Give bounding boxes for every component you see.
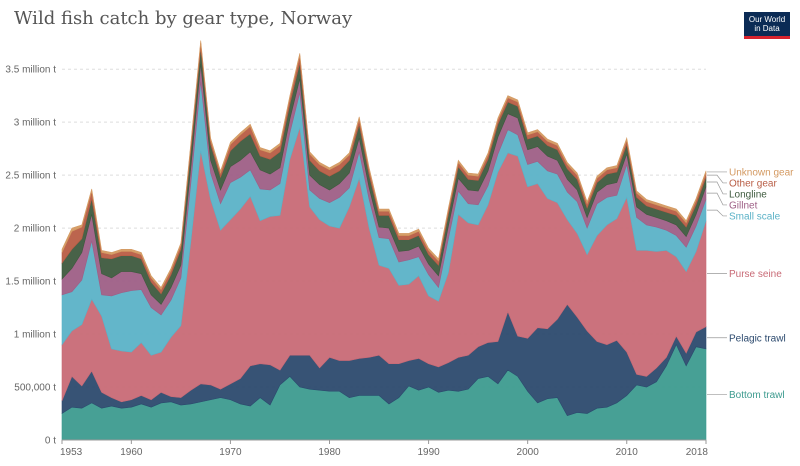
x-tick-label: 1953 [60,447,83,458]
x-tick-label: 1970 [219,447,242,458]
logo-line-1: Our World [748,15,786,24]
x-tick-label: 1960 [120,447,143,458]
label-leader-line [707,181,727,195]
series-label-other-gear: Other gear [729,178,777,189]
y-tick-label: 1 million t [14,330,56,341]
series-label-longline: Longline [729,189,767,200]
series-label-pelagic-trawl: Pelagic trawl [729,333,786,344]
x-tick-label: 2000 [517,447,540,458]
chart-title: Wild fish catch by gear type, Norway [14,8,353,29]
label-leader-line [707,209,727,217]
x-tick-label: 1980 [318,447,341,458]
y-tick-label: 500,000 t [14,383,56,394]
y-tick-label: 3 million t [14,118,56,129]
y-tick-label: 2 million t [14,224,56,235]
x-tick-label: 2018 [686,447,709,458]
area-series [61,40,707,441]
series-label-purse-seine: Purse seine [729,269,782,280]
y-tick-label: 3.5 million t [5,65,56,76]
owid-logo: Our World in Data [744,12,790,39]
axes: 0 t 500,000 t 1 million t 1.5 million t 2 mi… [5,65,708,458]
series-label-bottom-trawl: Bottom trawl [729,390,785,401]
x-tick-label: 1990 [417,447,440,458]
series-label-gillnet: Gillnet [729,200,758,211]
x-tick-label: 2010 [616,447,639,458]
label-leader-line [707,192,727,206]
area-unknown-gear[interactable] [61,40,707,291]
y-tick-label: 1.5 million t [5,277,56,288]
y-tick-label: 0 t [45,436,56,447]
logo-line-2: in Data [754,24,780,33]
series-label-small-scale: Small scale [729,211,781,222]
label-leader-line [707,174,727,184]
y-tick-label: 2.5 million t [5,171,56,182]
series-label-unknown-gear: Unknown gear [729,167,794,178]
